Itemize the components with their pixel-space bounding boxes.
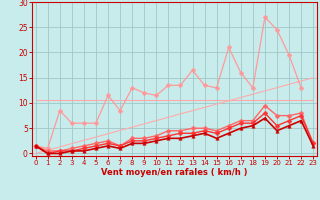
X-axis label: Vent moyen/en rafales ( km/h ): Vent moyen/en rafales ( km/h ) (101, 168, 248, 177)
